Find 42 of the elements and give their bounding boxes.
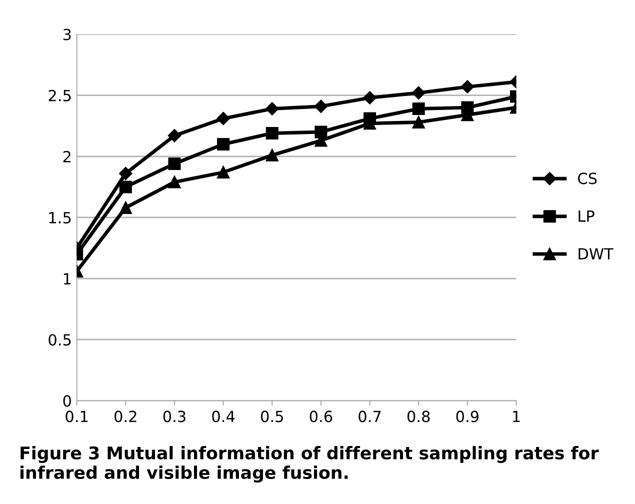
point xyxy=(266,102,279,116)
x-tick-label: 0.4 xyxy=(212,410,235,422)
y-tick-label: 0 xyxy=(63,395,71,407)
x-tick-label: 0.6 xyxy=(310,410,332,422)
point xyxy=(363,91,376,104)
point xyxy=(119,180,132,194)
point xyxy=(412,102,425,116)
point xyxy=(314,126,328,138)
point xyxy=(217,138,230,150)
legend-label: DWT xyxy=(578,248,614,260)
x-tick-label: 0.8 xyxy=(407,410,430,422)
point xyxy=(412,86,426,100)
x-tick-label: 0.7 xyxy=(358,410,381,422)
point xyxy=(119,166,132,180)
x-tick-label: 0.3 xyxy=(163,410,186,422)
caption: Figure 3 Mutual information of different sampling rates for infrared and visible image fusion. xyxy=(20,446,599,483)
x-tick-label: 0.2 xyxy=(114,410,136,422)
point xyxy=(460,80,474,94)
y-tick-label: 0.5 xyxy=(48,334,71,346)
y-tick-label: 2 xyxy=(63,150,70,162)
point xyxy=(412,116,425,128)
y-tick-label: 2.5 xyxy=(48,90,71,102)
point xyxy=(461,101,474,114)
point xyxy=(168,129,182,142)
point xyxy=(266,126,278,140)
point xyxy=(266,148,278,162)
y-tick-label: 1 xyxy=(64,273,71,284)
y-tick-label: 3 xyxy=(63,28,71,40)
y-tick-label: 1.5 xyxy=(49,212,71,224)
point xyxy=(364,112,376,125)
point xyxy=(168,176,181,188)
x-tick-label: 1 xyxy=(513,410,520,422)
point xyxy=(216,112,230,126)
point xyxy=(314,100,328,113)
legend-label: LP xyxy=(578,210,594,222)
x-tick-label: 0.5 xyxy=(260,410,283,422)
x-tick-label: 0.1 xyxy=(66,410,88,422)
point xyxy=(168,157,181,170)
legend-label: CS xyxy=(578,172,597,184)
point xyxy=(217,166,230,179)
point xyxy=(119,201,132,214)
x-tick-label: 0.9 xyxy=(456,410,479,422)
